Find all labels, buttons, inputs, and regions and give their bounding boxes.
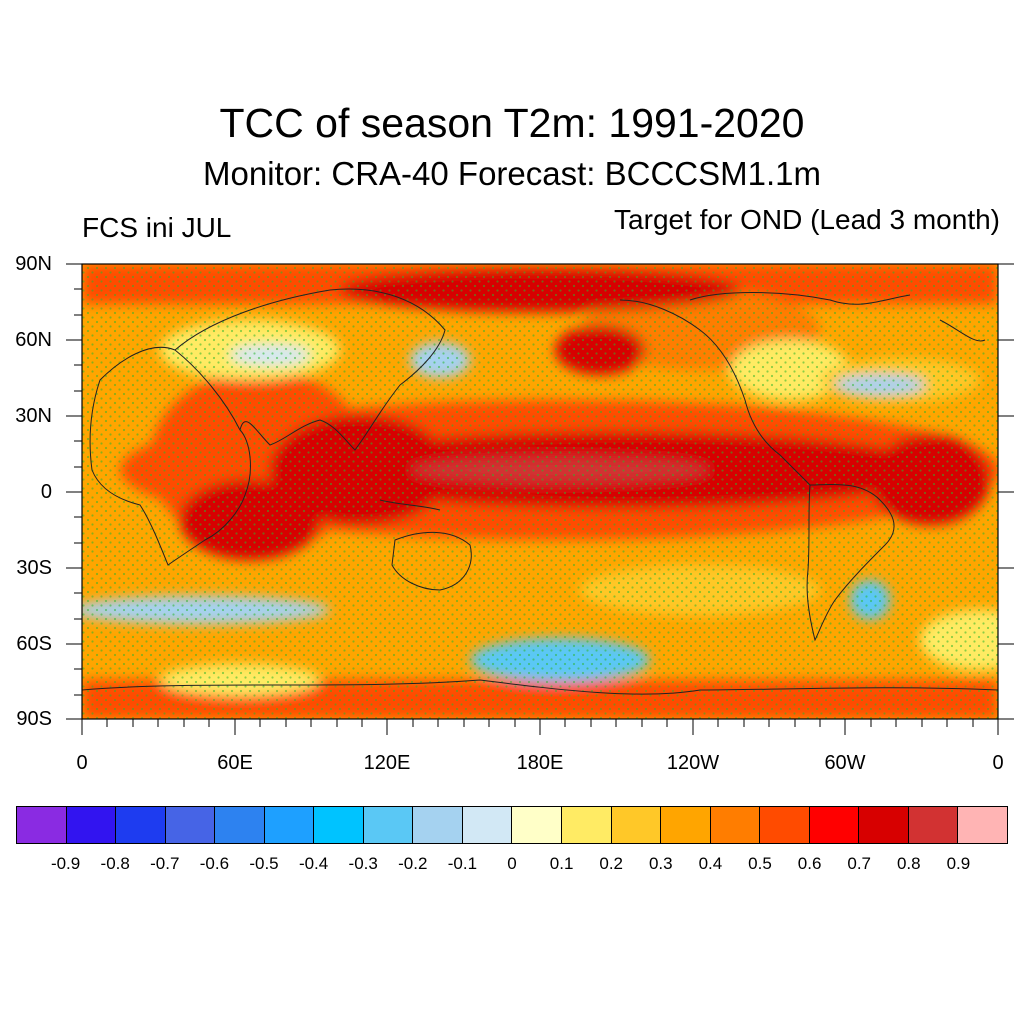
colorbar-swatch <box>908 807 959 843</box>
significance-stipple <box>82 264 998 719</box>
colorbar-swatch <box>760 807 810 843</box>
colorbar-swatch <box>413 807 463 843</box>
colorbar-swatch <box>562 807 612 843</box>
colorbar-label: 0 <box>507 854 517 873</box>
colorbar-label: 0.8 <box>896 854 921 873</box>
figure-subtitle: Monitor: CRA-40 Forecast: BCCCSM1.1m <box>203 155 821 192</box>
colorbar-label: -0.4 <box>298 854 329 873</box>
figure-title: TCC of season T2m: 1991-2020 <box>219 100 805 146</box>
lat-ticks <box>66 263 1014 720</box>
colorbar-swatch <box>165 807 216 843</box>
lat-label-60s: 60S <box>16 633 52 655</box>
colorbar-label: 0.9 <box>946 854 971 873</box>
colorbar <box>16 806 1008 844</box>
colorbar-label: 0.6 <box>797 854 822 873</box>
colorbar-swatch <box>611 807 662 843</box>
colorbar-swatch <box>859 807 909 843</box>
colorbar-swatch <box>17 807 67 843</box>
init-label: FCS ini JUL <box>82 212 232 243</box>
lat-label-30n: 30N <box>15 405 52 427</box>
lat-label-equator: 0 <box>40 481 52 503</box>
colorbar-label: -0.1 <box>447 854 478 873</box>
colorbar-swatch <box>512 807 563 843</box>
colorbar-swatch <box>215 807 265 843</box>
lat-label-90s: 90S <box>16 708 52 730</box>
colorbar-swatch <box>66 807 117 843</box>
lat-label-60n: 60N <box>15 329 52 351</box>
colorbar-label: -0.3 <box>348 854 378 873</box>
lon-label-60e: 60E <box>217 752 253 774</box>
colorbar-swatch <box>710 807 761 843</box>
lon-label-180e: 180E <box>516 752 564 774</box>
lon-label-0-right: 0 <box>992 752 1004 774</box>
colorbar-label: 0.4 <box>698 854 723 873</box>
lon-label-120e: 120E <box>363 752 411 774</box>
colorbar-label: -0.7 <box>150 854 180 873</box>
colorbar-swatch <box>116 807 166 843</box>
colorbar-swatch <box>661 807 711 843</box>
colorbar-swatch <box>314 807 364 843</box>
colorbar-swatch <box>264 807 315 843</box>
colorbar-label: 0.2 <box>599 854 623 873</box>
lon-label-120w: 120W <box>666 752 720 774</box>
colorbar-swatch <box>958 807 1007 843</box>
colorbar-label: 0.3 <box>648 854 673 873</box>
colorbar-label: 0.7 <box>847 854 871 873</box>
lon-ticks <box>81 719 999 735</box>
colorbar-label: -0.9 <box>50 854 81 873</box>
colorbar-label: -0.6 <box>199 854 230 873</box>
map-field <box>82 264 998 719</box>
colorbar-swatch <box>809 807 860 843</box>
lat-label-90n: 90N <box>15 253 52 275</box>
lon-label-0-left: 0 <box>76 752 88 774</box>
target-label: Target for OND (Lead 3 month) <box>614 204 1000 235</box>
colorbar-label: -0.5 <box>249 854 279 873</box>
colorbar-label: -0.8 <box>100 854 130 873</box>
colorbar-swatch <box>462 807 513 843</box>
colorbar-swatch <box>363 807 414 843</box>
lon-label-60w: 60W <box>824 752 866 774</box>
colorbar-label: 0.1 <box>549 854 574 873</box>
colorbar-label: -0.2 <box>398 854 428 873</box>
coastlines <box>82 288 998 695</box>
lat-label-30s: 30S <box>16 557 52 579</box>
colorbar-label: 0.5 <box>748 854 772 873</box>
